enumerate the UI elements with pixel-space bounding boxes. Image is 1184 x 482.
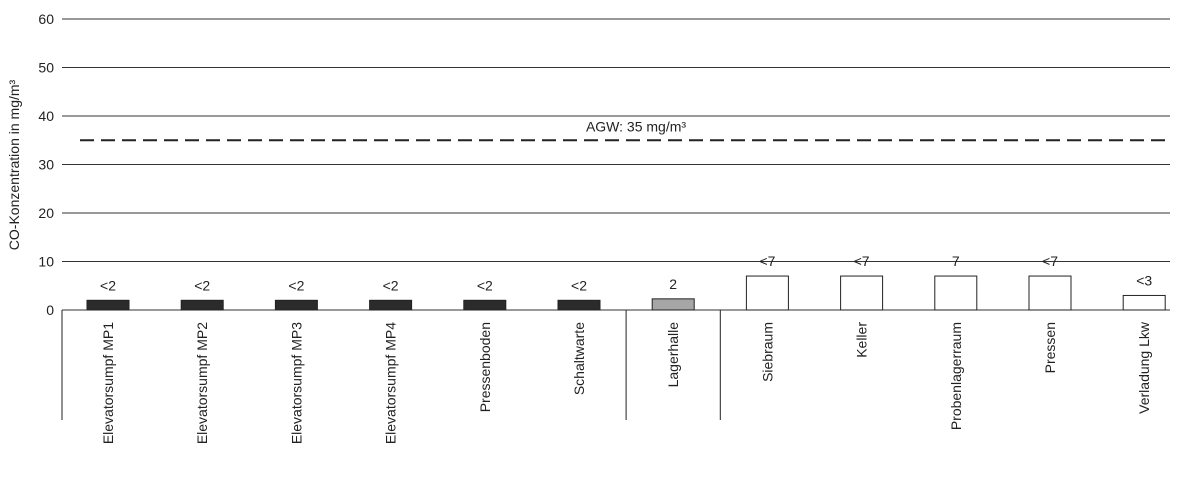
category-label: Keller <box>854 322 870 358</box>
y-tick-label: 30 <box>38 157 54 173</box>
data-label: <7 <box>854 253 870 269</box>
gridlines <box>62 18 1170 311</box>
data-label: <2 <box>288 277 304 293</box>
category-label: Lagerhalle <box>665 322 681 388</box>
category-label: Elevatorsumpf MP4 <box>383 322 399 444</box>
y-tick-label: 50 <box>38 60 54 76</box>
data-label: <2 <box>477 277 493 293</box>
bar <box>557 299 601 311</box>
data-label: 7 <box>952 253 960 269</box>
reference-line-group: AGW: 35 mg/m³ <box>80 118 1166 142</box>
bar <box>1122 294 1166 311</box>
category-label: Siebraum <box>759 322 775 382</box>
bars <box>86 275 1166 311</box>
category-label: Elevatorsumpf MP3 <box>288 322 304 444</box>
bar <box>180 299 224 311</box>
data-label: <7 <box>759 253 775 269</box>
data-label: <2 <box>571 277 587 293</box>
labels: <2 Elevatorsumpf MP1 <2 Elevatorsumpf MP2 <2… <box>100 253 1152 444</box>
bar <box>274 299 318 311</box>
y-tick-label: 0 <box>46 302 54 318</box>
y-tick-label: 40 <box>38 108 54 124</box>
data-label: <2 <box>383 277 399 293</box>
category-label: Schaltwarte <box>571 322 587 395</box>
y-axis-ticks: 0 10 20 30 40 50 60 <box>38 11 54 318</box>
bar <box>651 298 695 311</box>
bar <box>86 299 130 311</box>
category-label: Probenlagerraum <box>948 322 964 430</box>
category-label: Elevatorsumpf MP2 <box>194 322 210 444</box>
data-label: <3 <box>1136 272 1152 288</box>
data-label: <7 <box>1042 253 1058 269</box>
bar <box>745 275 789 311</box>
y-tick-label: 10 <box>38 254 54 270</box>
data-label: <2 <box>194 277 210 293</box>
bar <box>840 275 884 311</box>
y-tick-label: 60 <box>38 11 54 27</box>
category-label: Pressen <box>1042 322 1058 373</box>
y-tick-label: 20 <box>38 205 54 221</box>
data-label: 2 <box>669 276 677 292</box>
bar <box>369 299 413 311</box>
data-label: <2 <box>100 277 116 293</box>
category-label: Pressenboden <box>477 322 493 412</box>
bar <box>463 299 507 311</box>
category-separators <box>61 310 721 420</box>
bar <box>1028 275 1072 311</box>
reference-line-label: AGW: 35 mg/m³ <box>586 118 686 134</box>
category-label: Verladung Lkw <box>1136 321 1152 414</box>
y-axis-label: CO-Konzentration in mg/m³ <box>6 79 22 250</box>
bar <box>934 275 978 311</box>
category-label: Elevatorsumpf MP1 <box>100 322 116 444</box>
